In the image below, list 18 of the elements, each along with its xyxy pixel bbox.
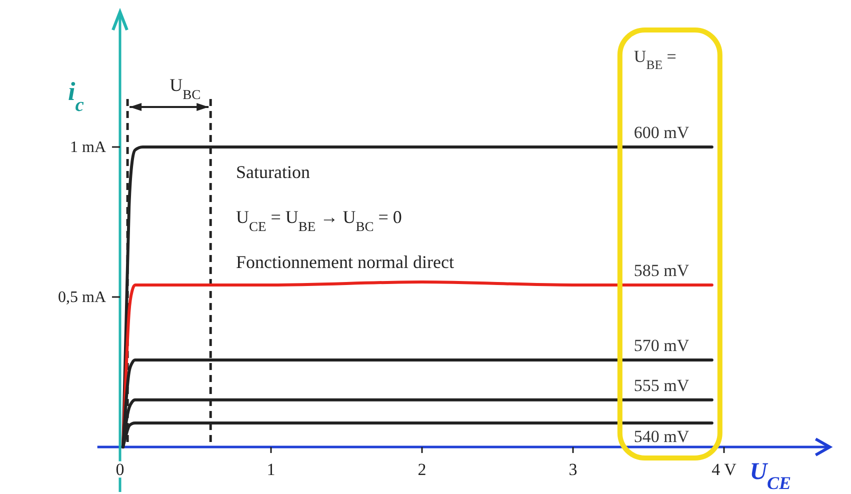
series-label: 540 mV [634, 427, 690, 446]
y-tick-label: 0,5 mA [58, 289, 106, 306]
y-tick-label: 1 mA [70, 139, 106, 156]
legend-title: U$_{BE}$ = [634, 47, 676, 72]
x-tick-label: 1 [266, 460, 276, 479]
series-label: 555 mV [634, 376, 690, 395]
y-axis-title: i$_{c}$ [68, 77, 84, 116]
x-tick-label: 2 [418, 460, 426, 479]
ref-line-label: U$_{BC}$ [170, 75, 201, 102]
annotation: Saturation [236, 162, 310, 182]
annotation: U$_{CE}$ = U$_{BE}$ → U$_{BC}$ = 0 [236, 207, 402, 234]
series-label: 570 mV [634, 336, 690, 355]
x-axis-title: U$_{CE}$ [750, 459, 792, 493]
series-label: 600 mV [634, 123, 690, 142]
x-tick-label: 4 V [712, 460, 738, 479]
annotation: Fonctionnement normal direct [236, 252, 454, 272]
x-tick-label: 3 [568, 460, 578, 479]
series-label: 585 mV [634, 261, 690, 280]
